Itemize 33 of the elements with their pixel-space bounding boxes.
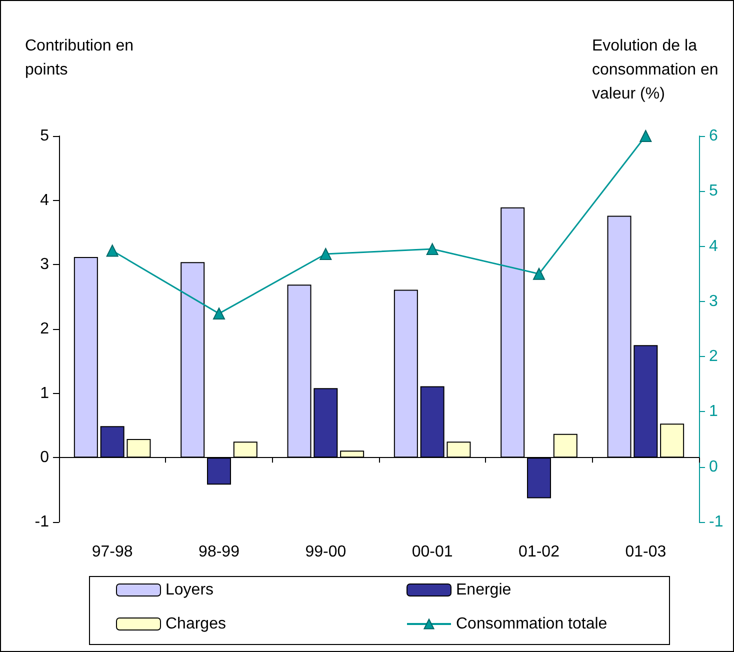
point (213, 308, 225, 320)
point (533, 268, 545, 280)
y2-tick-label: 5 (709, 182, 718, 200)
y-axis-title: Contribution en points (25, 38, 138, 78)
point (426, 243, 438, 256)
y-tick-label: 0 (40, 449, 50, 466)
y-tick-label: 3 (40, 256, 50, 274)
y-tick-label: 5 (40, 128, 50, 144)
point (320, 248, 332, 260)
x-tick-label: 98-99 (198, 544, 240, 560)
point (640, 130, 652, 142)
y-tick-label: 1 (40, 384, 50, 402)
y2-axis-title: Evolution de la consommation en valeur (%) (592, 38, 723, 102)
y-tick-label: -1 (34, 514, 50, 530)
x-tick-label: 01-02 (518, 544, 560, 560)
y2-tick-label: 6 (709, 128, 718, 144)
y-tick-label: 2 (40, 320, 50, 338)
y2-tick-label: 1 (709, 403, 718, 420)
y2-tick-label: 4 (709, 238, 718, 255)
y2-tick-label: -1 (709, 514, 724, 530)
legend-label: Charges (166, 616, 226, 632)
legend-label: Loyers (166, 582, 214, 598)
point (106, 244, 118, 257)
x-tick-label: 99-00 (305, 544, 346, 560)
x-tick-label: 97-98 (92, 544, 133, 560)
y-tick-label: 4 (40, 192, 50, 209)
y2-tick-label: 0 (709, 458, 718, 476)
y2-tick-label: 2 (709, 348, 718, 366)
legend-label: Consommation totale (456, 616, 608, 632)
y2-tick-label: 3 (709, 292, 718, 310)
legend-label: Energie (456, 582, 512, 598)
x-tick-label: 00-01 (412, 544, 453, 560)
x-tick-label: 01-03 (625, 544, 666, 560)
